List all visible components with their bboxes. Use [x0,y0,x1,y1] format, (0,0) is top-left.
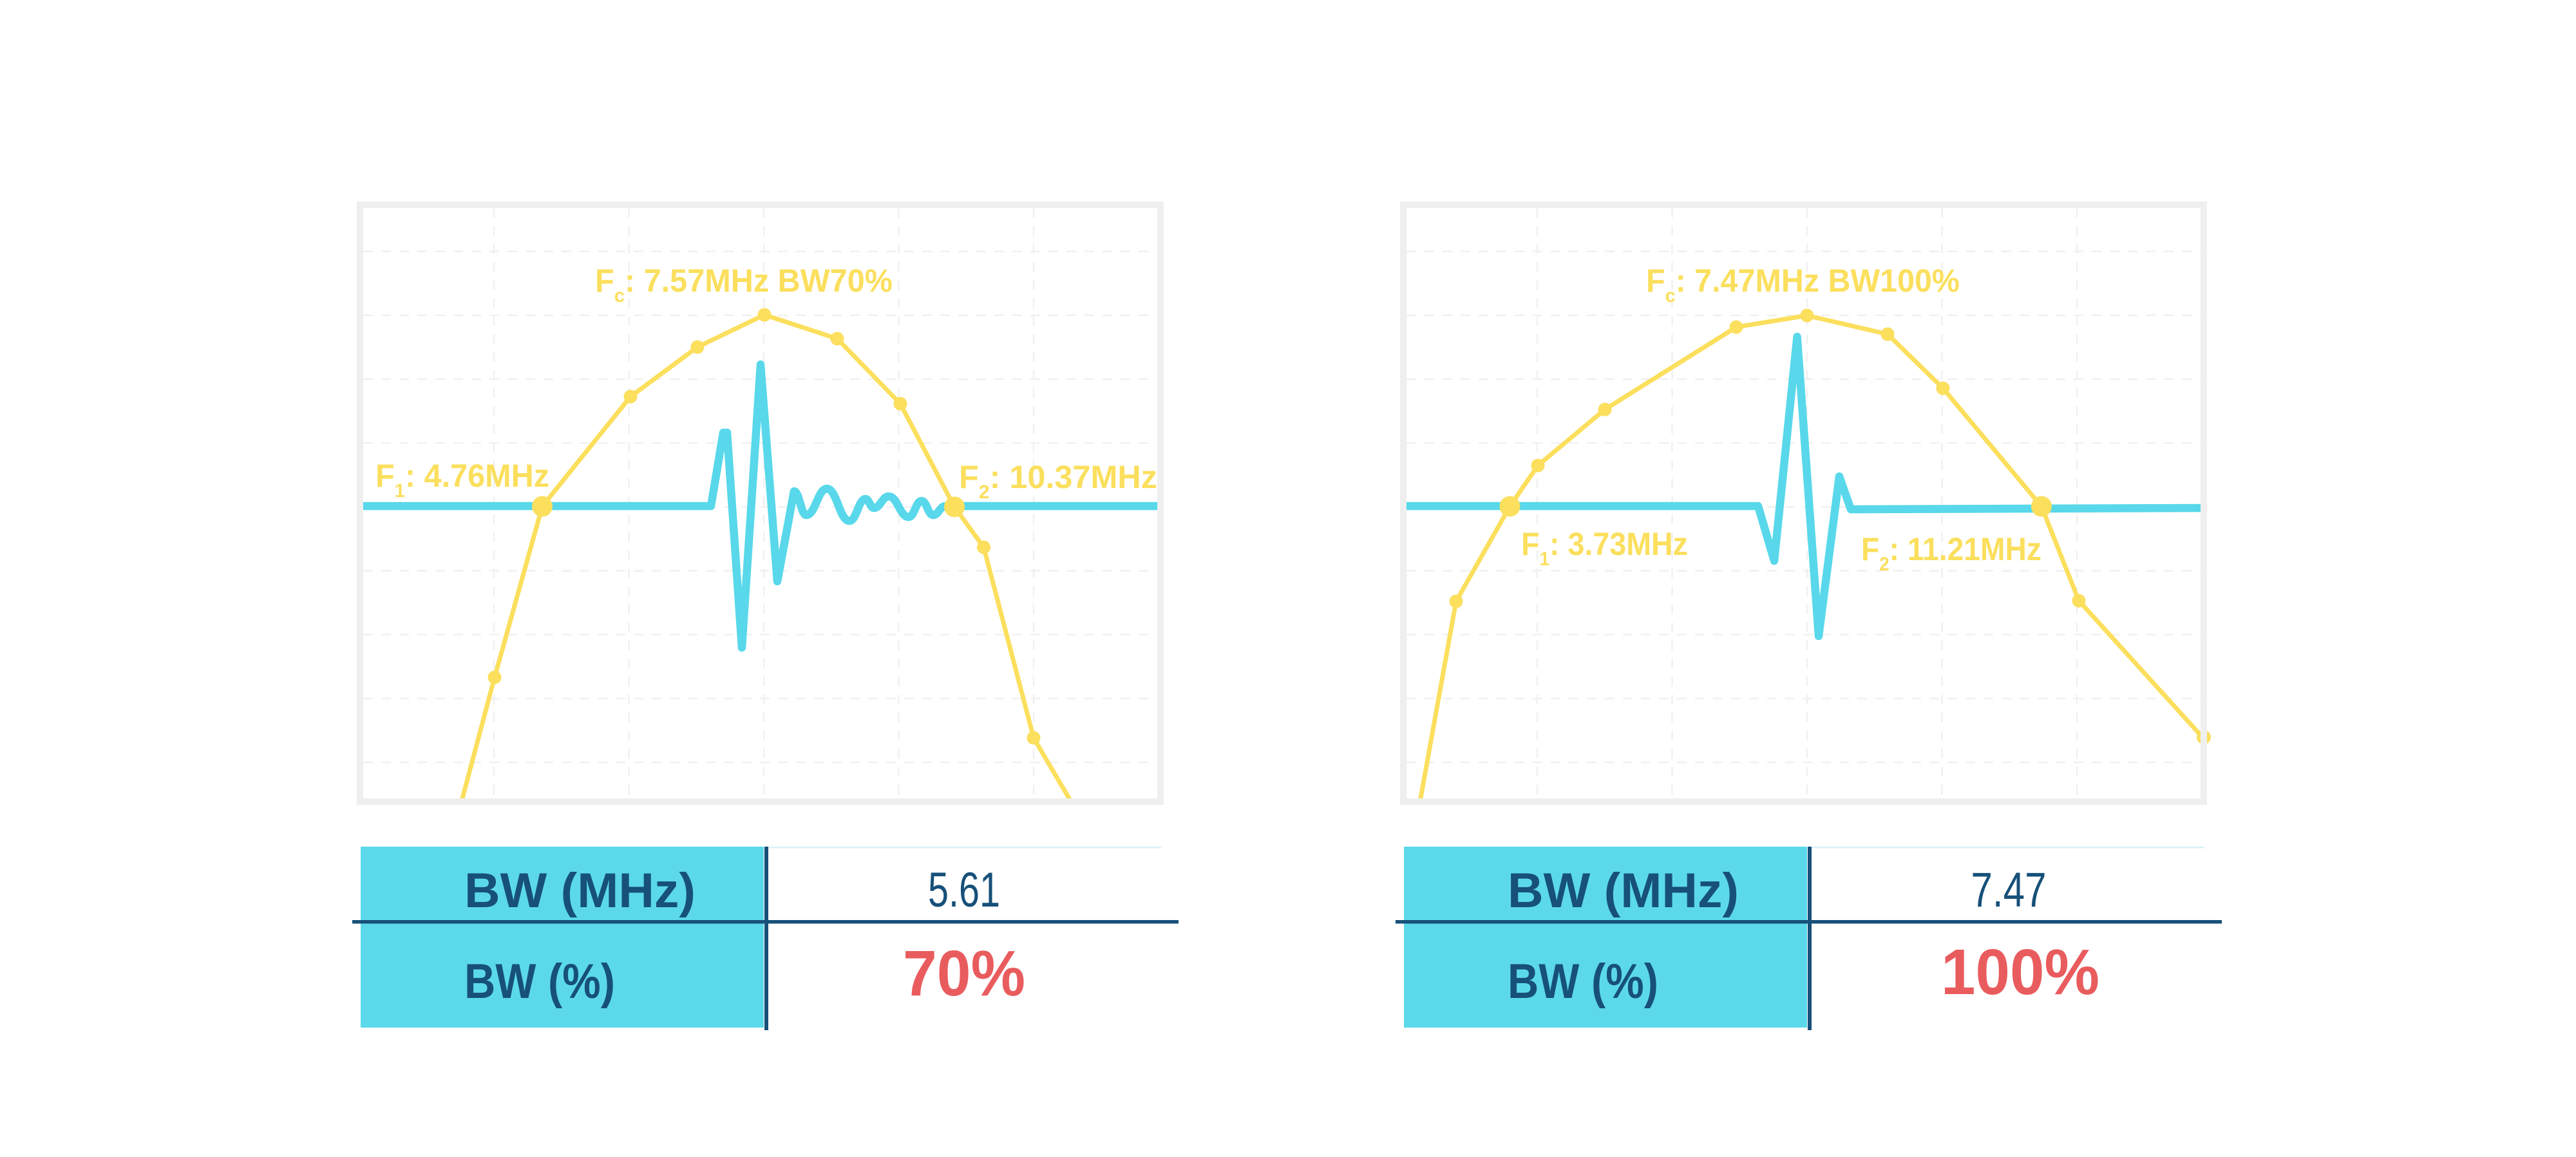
svg-text:70%: 70% [903,937,1025,1010]
svg-text:BW (%): BW (%) [1508,954,1658,1009]
svg-text:7.47: 7.47 [1971,863,2047,917]
svg-text:BW (MHz): BW (MHz) [1508,863,1739,918]
svg-text:5.61: 5.61 [928,863,1000,917]
svg-text:BW (MHz): BW (MHz) [464,863,696,918]
svg-text:100%: 100% [1941,936,2099,1008]
svg-text:BW (%): BW (%) [464,954,615,1009]
